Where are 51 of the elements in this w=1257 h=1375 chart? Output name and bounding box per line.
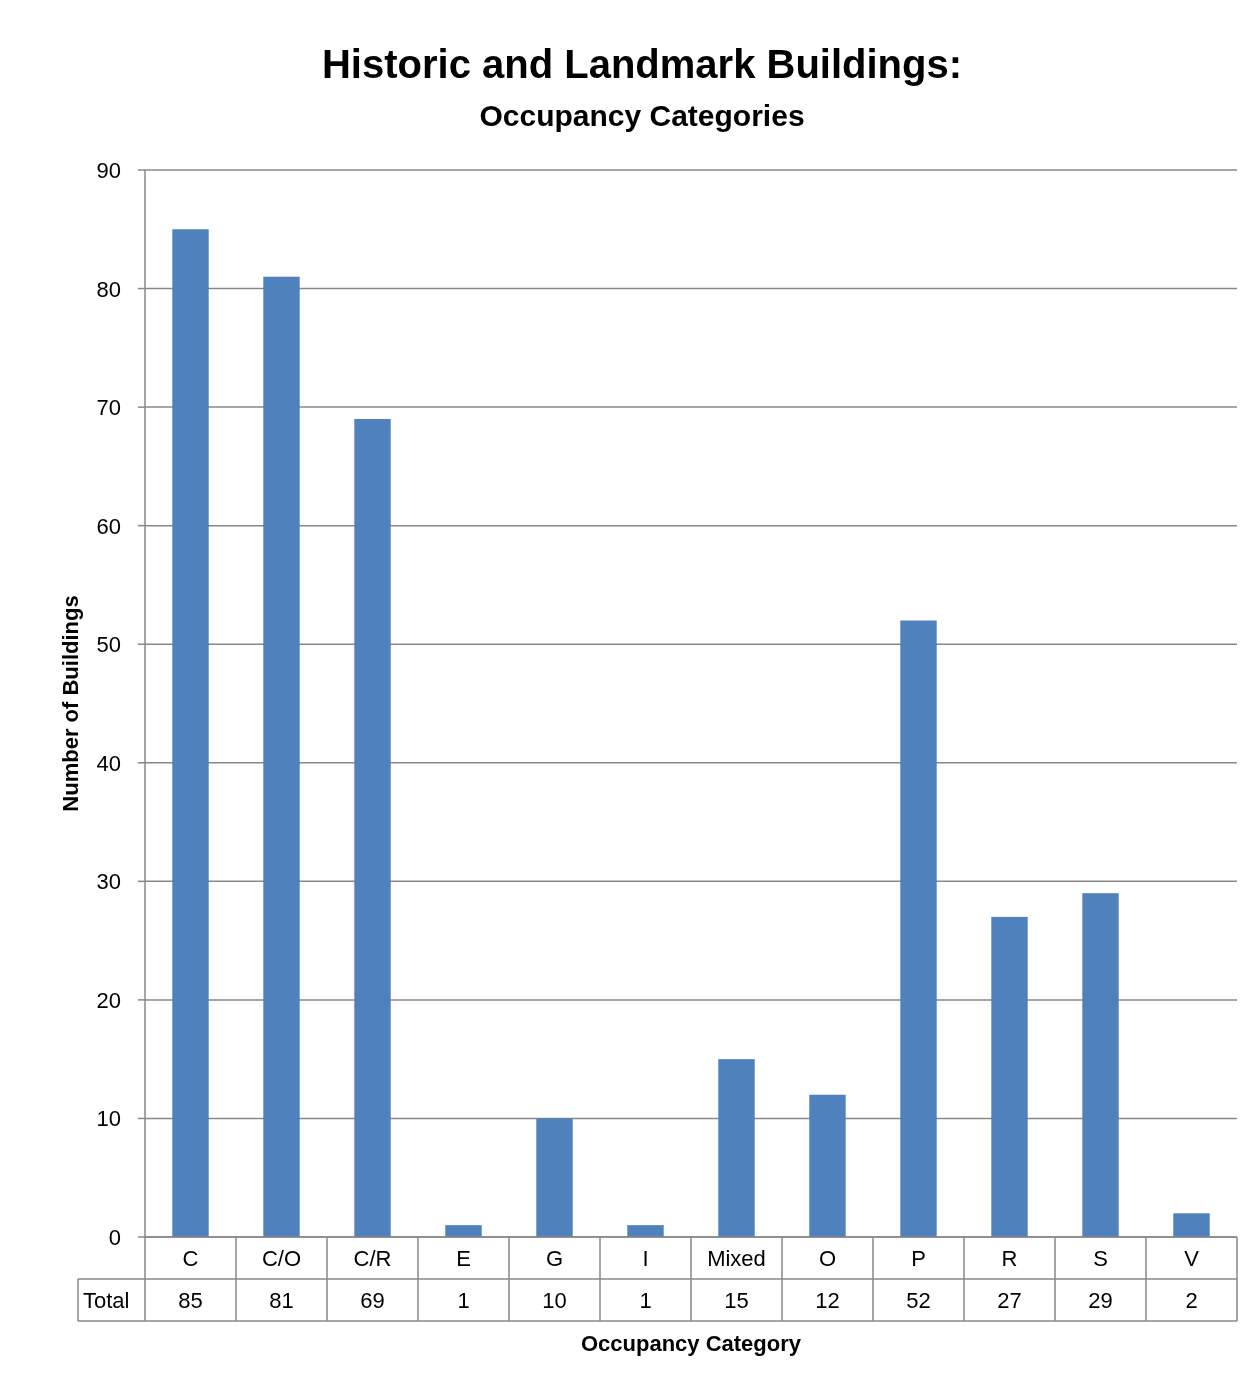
bar (1173, 1213, 1210, 1237)
x-axis-title: Occupancy Category (580, 1331, 802, 1356)
x-tick-label: Mixed (707, 1246, 766, 1271)
x-tick-label: C/O (261, 1246, 302, 1271)
y-tick-label: 40 (96, 750, 121, 776)
chart-subtitle: Occupancy Categories (479, 99, 805, 132)
bar (991, 916, 1028, 1237)
y-tick-label: 80 (96, 276, 121, 302)
data-label: 81 (269, 1288, 294, 1313)
text: Total (83, 1288, 130, 1313)
data-label: 1 (457, 1288, 470, 1313)
y-tick-label: 30 (96, 869, 121, 895)
x-tick-label: I (642, 1246, 649, 1271)
y-tick-label: 0 (108, 1225, 121, 1250)
x-tick-label: C/R (353, 1246, 392, 1271)
y-tick-label: 90 (96, 158, 121, 183)
x-tick-label: P (911, 1246, 926, 1271)
data-label: 12 (815, 1288, 840, 1313)
data-label: 29 (1088, 1288, 1113, 1313)
y-tick-label: 20 (96, 987, 121, 1013)
x-tick-label: E (456, 1246, 471, 1271)
bar (445, 1225, 482, 1237)
data-label: 1 (639, 1288, 652, 1313)
bar (718, 1059, 755, 1237)
y-tick-label: 50 (96, 632, 121, 658)
x-tick-label: O (818, 1246, 837, 1271)
data-label: 85 (178, 1288, 203, 1313)
data-label: 52 (906, 1288, 931, 1313)
y-axis-title: Number of Buildings (58, 595, 83, 812)
bar (809, 1094, 846, 1237)
bar (172, 229, 209, 1237)
x-tick-label: R (1001, 1246, 1018, 1271)
bar (627, 1225, 664, 1237)
y-tick-label: 70 (96, 395, 121, 421)
data-label: 69 (360, 1288, 385, 1313)
data-label: 27 (997, 1288, 1022, 1313)
data-label: 2 (1185, 1288, 1198, 1313)
bar (354, 418, 391, 1237)
bar (263, 276, 300, 1237)
data-label: 10 (542, 1288, 567, 1313)
x-tick-label: V (1184, 1246, 1200, 1271)
bar (900, 620, 937, 1237)
bar (536, 1118, 573, 1237)
data-label: 15 (724, 1288, 749, 1313)
x-tick-label: G (545, 1246, 564, 1271)
x-tick-label: C (182, 1246, 199, 1271)
y-tick-label: 10 (96, 1106, 121, 1132)
bar (1082, 893, 1119, 1237)
chart-title: Historic and Landmark Buildings: (321, 42, 963, 86)
x-tick-label: S (1093, 1246, 1108, 1271)
y-tick-label: 60 (96, 513, 121, 539)
